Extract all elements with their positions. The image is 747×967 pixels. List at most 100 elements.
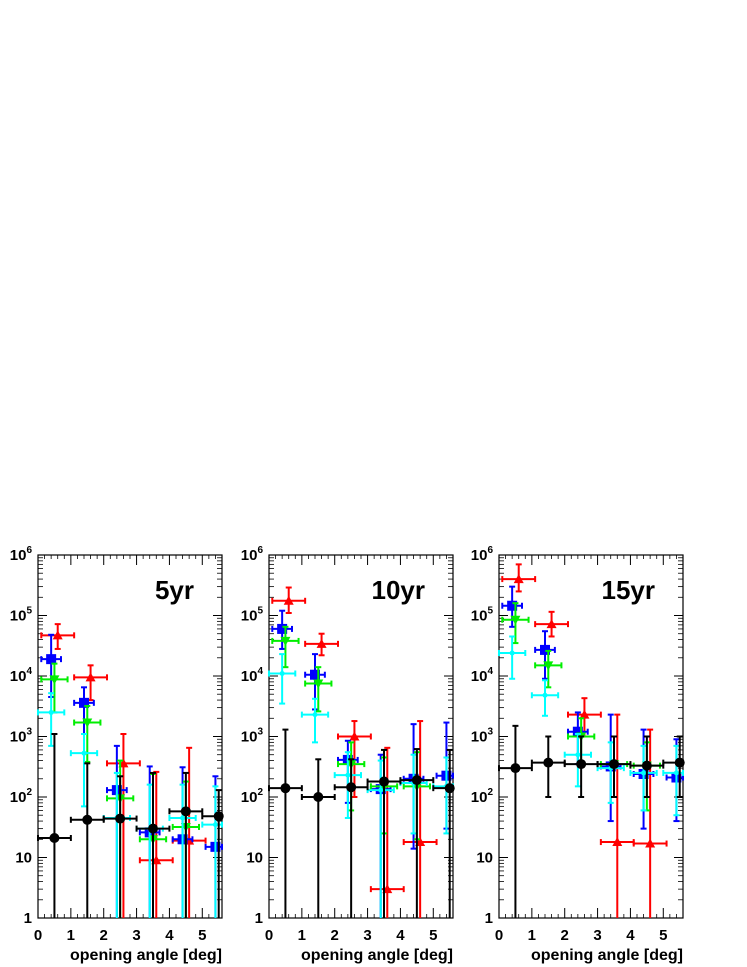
data-point [49, 833, 60, 844]
data-point [378, 787, 384, 793]
data-point [645, 838, 656, 848]
y-tick-label: 106 [10, 545, 33, 564]
y-tick-label: 102 [471, 787, 494, 806]
x-axis-title: opening angle [deg] [301, 947, 453, 964]
data-point [510, 615, 521, 625]
y-tick-label: 1 [485, 910, 493, 927]
x-tick-label: 1 [67, 927, 75, 944]
data-point [543, 757, 554, 768]
data-point [313, 792, 324, 802]
x-tick-label: 2 [561, 927, 569, 944]
data-point [444, 783, 455, 794]
data-point [48, 709, 54, 715]
panel-title: 15yr [602, 575, 656, 605]
x-axis-title: opening angle [deg] [531, 947, 683, 964]
y-tick-label: 104 [241, 666, 264, 685]
data-series [498, 724, 685, 918]
x-tick-label: 1 [298, 927, 306, 944]
data-point [279, 670, 285, 676]
y-tick-label: 1 [24, 910, 32, 927]
data-point [115, 813, 126, 824]
y-tick-label: 105 [471, 606, 494, 625]
data-point [81, 750, 87, 756]
y-tick-label: 105 [241, 606, 264, 625]
data-point [316, 638, 327, 648]
data-point [612, 837, 623, 847]
data-point [674, 757, 685, 768]
data-point [283, 595, 294, 605]
x-tick-label: 0 [265, 927, 273, 944]
x-tick-label: 5 [198, 927, 206, 944]
data-point [546, 619, 557, 629]
x-tick-label: 5 [429, 927, 437, 944]
data-point [82, 718, 93, 728]
panel-title: 10yr [372, 575, 426, 605]
data-point [346, 782, 357, 793]
x-tick-label: 2 [331, 927, 339, 944]
y-tick-label: 1 [255, 910, 263, 927]
data-point [543, 661, 554, 671]
data-point [349, 731, 360, 741]
x-tick-label: 1 [528, 927, 536, 944]
data-point [148, 823, 158, 834]
data-point [579, 709, 590, 719]
y-tick-label: 106 [471, 545, 494, 564]
x-tick-label: 4 [165, 927, 174, 944]
data-point [542, 692, 548, 698]
x-axis-title: opening angle [deg] [70, 947, 222, 964]
y-tick-label: 105 [10, 606, 33, 625]
y-tick-label: 10 [476, 850, 493, 867]
y-tick-label: 103 [471, 727, 494, 746]
x-tick-label: 4 [626, 927, 635, 944]
data-point [411, 775, 422, 786]
data-point [49, 675, 60, 685]
y-tick-label: 102 [241, 787, 264, 806]
data-point [280, 636, 291, 646]
data-point [673, 770, 679, 776]
data-series [501, 563, 668, 918]
x-tick-label: 0 [495, 927, 503, 944]
y-tick-label: 10 [15, 850, 32, 867]
data-point [345, 772, 351, 778]
y-tick-label: 104 [471, 666, 494, 685]
y-tick-label: 102 [10, 787, 33, 806]
data-point [507, 600, 518, 611]
data-point [641, 770, 647, 776]
data-point [212, 822, 218, 828]
y-tick-label: 103 [241, 727, 264, 746]
y-tick-label: 106 [241, 545, 264, 564]
data-point [213, 811, 224, 822]
data-point [575, 752, 581, 758]
x-tick-label: 0 [34, 927, 42, 944]
data-point [312, 712, 318, 718]
data-point [82, 814, 93, 825]
y-tick-label: 104 [10, 666, 33, 685]
data-point [540, 644, 550, 655]
x-tick-label: 3 [132, 927, 140, 944]
y-tick-label: 103 [10, 727, 33, 746]
data-point [46, 654, 57, 665]
y-tick-label: 10 [246, 850, 263, 867]
data-point [576, 759, 587, 770]
panel-title: 5yr [155, 575, 194, 605]
x-tick-label: 3 [593, 927, 601, 944]
x-tick-label: 5 [659, 927, 667, 944]
data-point [609, 759, 619, 770]
data-point [513, 574, 524, 584]
data-point [180, 806, 191, 817]
data-point [641, 760, 652, 771]
data-point [280, 783, 291, 794]
data-point [52, 630, 63, 640]
data-point [310, 669, 320, 680]
data-series [37, 732, 224, 918]
data-point [79, 697, 89, 708]
x-tick-label: 2 [100, 927, 108, 944]
data-point [510, 763, 521, 774]
x-tick-label: 4 [396, 927, 405, 944]
data-point [572, 726, 583, 737]
